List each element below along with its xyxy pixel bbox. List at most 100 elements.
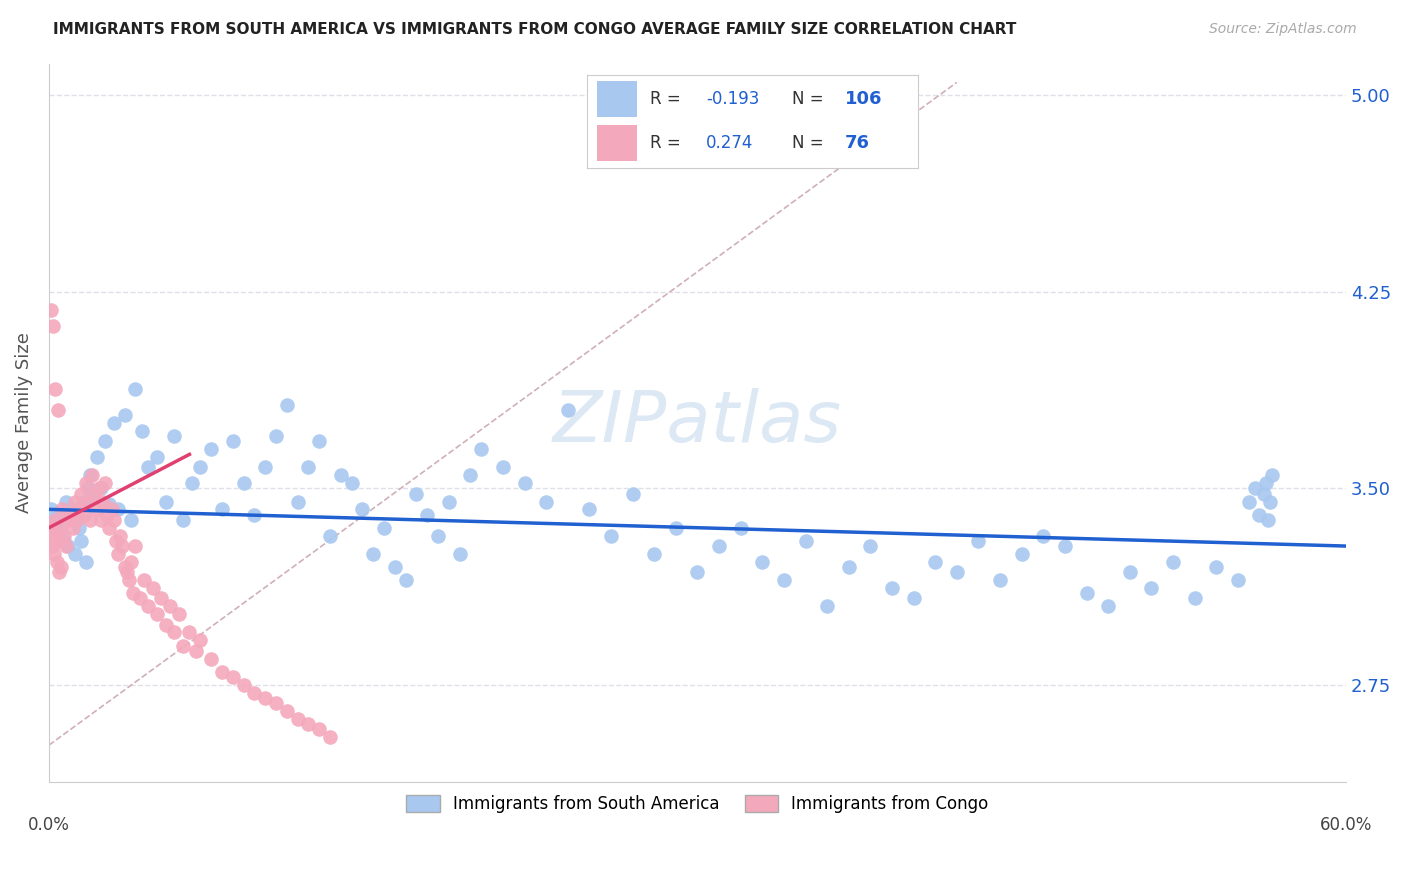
- Point: [730, 521, 752, 535]
- Point: [188, 460, 211, 475]
- Point: [100, 502, 122, 516]
- Point: [1011, 547, 1033, 561]
- Point: [114, 408, 136, 422]
- Point: [222, 670, 245, 684]
- Point: [924, 555, 946, 569]
- Point: [405, 486, 427, 500]
- Text: 0.0%: 0.0%: [28, 816, 70, 834]
- Point: [70, 486, 93, 500]
- Point: [1032, 528, 1054, 542]
- Point: [159, 599, 181, 614]
- Point: [578, 502, 600, 516]
- Point: [172, 639, 194, 653]
- Point: [384, 560, 406, 574]
- Point: [373, 521, 395, 535]
- Point: [58, 513, 80, 527]
- Point: [427, 528, 450, 542]
- Point: [96, 508, 118, 522]
- Point: [416, 508, 439, 522]
- Point: [264, 696, 287, 710]
- Point: [98, 521, 121, 535]
- Point: [394, 573, 416, 587]
- Point: [1254, 476, 1277, 491]
- Point: [142, 581, 165, 595]
- Point: [903, 591, 925, 606]
- Point: [643, 547, 665, 561]
- Point: [55, 494, 77, 508]
- Point: [200, 651, 222, 665]
- Text: Source: ZipAtlas.com: Source: ZipAtlas.com: [1209, 22, 1357, 37]
- Point: [1237, 494, 1260, 508]
- Point: [751, 555, 773, 569]
- Point: [51, 502, 73, 516]
- Point: [172, 513, 194, 527]
- Point: [103, 416, 125, 430]
- Point: [1253, 486, 1275, 500]
- Point: [967, 533, 990, 548]
- Point: [44, 547, 66, 561]
- Point: [211, 502, 233, 516]
- Point: [946, 566, 969, 580]
- Point: [534, 494, 557, 508]
- Point: [66, 513, 89, 527]
- Point: [67, 521, 90, 535]
- Point: [297, 717, 319, 731]
- Point: [44, 382, 66, 396]
- Point: [815, 599, 838, 614]
- Point: [44, 521, 66, 535]
- Point: [42, 318, 65, 333]
- Point: [437, 494, 460, 508]
- Point: [91, 494, 114, 508]
- Point: [460, 468, 482, 483]
- Point: [75, 555, 97, 569]
- Point: [287, 494, 309, 508]
- Point: [352, 502, 374, 516]
- Point: [1258, 494, 1281, 508]
- Point: [1053, 539, 1076, 553]
- Point: [254, 690, 277, 705]
- Point: [287, 712, 309, 726]
- Point: [82, 468, 104, 483]
- Point: [63, 494, 86, 508]
- Point: [62, 513, 84, 527]
- Point: [297, 460, 319, 475]
- Point: [72, 494, 94, 508]
- Point: [361, 547, 384, 561]
- Point: [79, 513, 101, 527]
- Point: [48, 566, 70, 580]
- Point: [621, 486, 644, 500]
- Point: [67, 502, 90, 516]
- Point: [87, 482, 110, 496]
- Point: [39, 502, 62, 516]
- Point: [120, 513, 142, 527]
- Point: [1244, 482, 1267, 496]
- Point: [77, 482, 100, 496]
- Point: [155, 494, 177, 508]
- Point: [188, 633, 211, 648]
- Point: [794, 533, 817, 548]
- Point: [1205, 560, 1227, 574]
- Point: [104, 533, 127, 548]
- Point: [53, 533, 76, 548]
- Point: [39, 303, 62, 318]
- Point: [232, 678, 254, 692]
- Point: [163, 625, 186, 640]
- Point: [42, 521, 65, 535]
- Point: [557, 402, 579, 417]
- Point: [138, 599, 160, 614]
- Point: [55, 539, 77, 553]
- Point: [86, 450, 108, 464]
- Point: [59, 508, 82, 522]
- Point: [211, 665, 233, 679]
- Point: [98, 497, 121, 511]
- Point: [1249, 508, 1271, 522]
- Point: [110, 528, 132, 542]
- Point: [167, 607, 190, 622]
- Point: [184, 644, 207, 658]
- Point: [988, 573, 1011, 587]
- Point: [107, 547, 129, 561]
- Point: [77, 494, 100, 508]
- Point: [276, 704, 298, 718]
- Point: [179, 625, 201, 640]
- Point: [1226, 573, 1249, 587]
